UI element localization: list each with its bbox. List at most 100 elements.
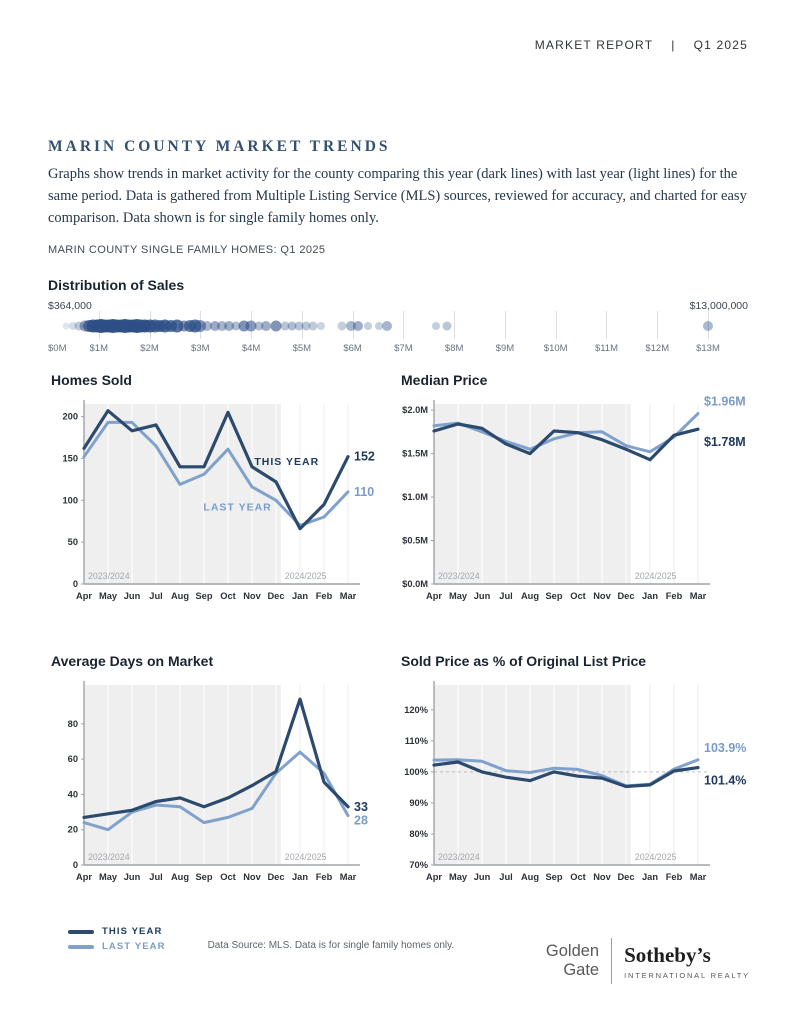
- chart-title: Median Price: [401, 372, 488, 388]
- svg-text:Jun: Jun: [474, 591, 491, 601]
- golden-gate-wordmark: Golden Gate: [546, 942, 599, 980]
- distribution-axis-label: $1M: [89, 343, 109, 354]
- svg-text:70%: 70%: [409, 860, 428, 870]
- svg-text:20: 20: [68, 825, 78, 835]
- sale-dot: [363, 322, 372, 330]
- legend-this-year: THIS YEAR: [68, 926, 166, 937]
- sale-dot: [317, 322, 326, 330]
- distribution-tick: [606, 311, 608, 339]
- svg-text:Dec: Dec: [617, 872, 634, 882]
- svg-text:2024/2025: 2024/2025: [285, 571, 327, 581]
- sale-dot: [238, 320, 250, 332]
- svg-text:200: 200: [62, 412, 78, 422]
- svg-text:Nov: Nov: [243, 872, 261, 882]
- distribution-tick: [454, 311, 456, 339]
- distribution-tick: [657, 311, 659, 339]
- homes-sold-plot: 0 50 100 150 200 Apr May Jun Jul Aug Sep Oct Nov Dec J…: [62, 400, 375, 601]
- legend-last-year-label: LAST YEAR: [102, 941, 166, 952]
- chart-days-on-market: Average Days on Market 0 20 40 60 80 Apr May Ju…: [48, 653, 398, 916]
- svg-text:101.4%: 101.4%: [704, 774, 746, 788]
- distribution-strip: [48, 311, 748, 339]
- sale-dot: [69, 322, 78, 330]
- svg-text:Oct: Oct: [220, 591, 236, 601]
- svg-text:Mar: Mar: [690, 591, 707, 601]
- svg-text:90%: 90%: [409, 798, 428, 808]
- sale-dot: [231, 321, 241, 331]
- distribution-axis-label: $2M: [140, 343, 159, 354]
- svg-text:Sep: Sep: [195, 872, 212, 882]
- svg-text:Jun: Jun: [124, 872, 141, 882]
- distribution-minmax-labels: $364,000 $13,000,000: [48, 300, 748, 313]
- svg-text:33: 33: [354, 800, 368, 814]
- svg-text:2023/2024: 2023/2024: [438, 852, 480, 862]
- sale-dot: [62, 322, 70, 330]
- svg-text:$1.78M: $1.78M: [704, 435, 746, 449]
- svg-text:100: 100: [62, 495, 78, 505]
- svg-text:Sep: Sep: [545, 872, 562, 882]
- header-divider: |: [671, 38, 676, 52]
- intro-paragraph: Graphs show trends in market activity fo…: [48, 166, 747, 226]
- svg-text:110: 110: [354, 485, 374, 499]
- logo-subtitle: INTERNATIONAL REALTY: [624, 970, 750, 980]
- svg-text:Dec: Dec: [267, 591, 284, 601]
- chart-title: Average Days on Market: [51, 653, 214, 669]
- svg-text:80%: 80%: [409, 829, 428, 839]
- svg-text:$1.0M: $1.0M: [402, 492, 428, 502]
- data-source-note: Data Source: MLS. Data is for single fam…: [207, 940, 455, 951]
- svg-text:150: 150: [62, 453, 78, 463]
- svg-text:Apr: Apr: [76, 591, 92, 601]
- distribution-title: Distribution of Sales: [48, 277, 185, 293]
- svg-text:Aug: Aug: [521, 872, 539, 882]
- sale-dot: [261, 321, 272, 331]
- svg-text:103.9%: 103.9%: [704, 741, 746, 755]
- distribution-tick: [504, 311, 506, 339]
- section-subhead: MARIN COUNTY SINGLE FAMILY HOMES: Q1 202…: [48, 244, 326, 256]
- distribution-tick: [708, 311, 709, 339]
- sale-dot: [308, 321, 318, 331]
- sale-dot: [216, 321, 227, 331]
- svg-text:May: May: [449, 872, 468, 882]
- svg-text:28: 28: [354, 814, 368, 828]
- days-on-market-plot: 0 20 40 60 80 Apr May Jun Jul Aug Sep Oct Nov Dec Jan F…: [68, 681, 368, 882]
- svg-text:May: May: [99, 872, 118, 882]
- svg-text:$1.5M: $1.5M: [402, 449, 428, 459]
- sale-dot: [245, 320, 257, 332]
- svg-text:2023/2024: 2023/2024: [88, 852, 130, 862]
- svg-text:2024/2025: 2024/2025: [635, 571, 677, 581]
- svg-text:Nov: Nov: [243, 591, 261, 601]
- distribution-axis-label: $13M: [696, 343, 720, 354]
- svg-text:2024/2025: 2024/2025: [285, 852, 327, 862]
- chart-sold-price-pct: Sold Price as % of Original List Price 7…: [398, 653, 748, 916]
- svg-text:$0.5M: $0.5M: [402, 536, 428, 546]
- svg-text:Oct: Oct: [220, 872, 236, 882]
- svg-text:Jul: Jul: [149, 872, 162, 882]
- distribution-axis-label: $7M: [394, 343, 413, 354]
- distribution-axis-label: $11M: [594, 343, 618, 354]
- quarter-label: Q1 2025: [693, 38, 748, 52]
- sale-dot: [301, 321, 311, 331]
- legend-last-year: LAST YEAR: [68, 941, 166, 952]
- sale-dot: [280, 321, 290, 331]
- svg-text:152: 152: [354, 450, 375, 464]
- svg-text:Sep: Sep: [195, 591, 212, 601]
- distribution-axis-label: $10M: [543, 343, 568, 354]
- distribution-axis-label: $6M: [343, 343, 362, 354]
- logo-brand-line2: Gate: [563, 961, 600, 979]
- svg-text:Jun: Jun: [124, 591, 141, 601]
- sale-dot: [294, 321, 304, 331]
- sale-dot: [375, 322, 384, 330]
- brand-logo: Golden Gate Sotheby’s INTERNATIONAL REAL…: [546, 938, 750, 984]
- svg-text:Jul: Jul: [499, 872, 512, 882]
- sale-dot: [442, 321, 452, 331]
- sale-dot: [352, 321, 363, 331]
- svg-text:Apr: Apr: [76, 872, 92, 882]
- sold-price-pct-plot: 70% 80% 90% 100% 110% 120% Apr May Jun Jul Aug Sep O…: [404, 681, 746, 882]
- svg-text:80: 80: [68, 719, 78, 729]
- svg-text:Aug: Aug: [171, 591, 189, 601]
- sale-dot: [432, 322, 441, 330]
- sale-dot: [194, 320, 207, 332]
- svg-text:Jan: Jan: [292, 591, 308, 601]
- svg-text:60: 60: [68, 754, 78, 764]
- svg-text:2023/2024: 2023/2024: [88, 571, 130, 581]
- report-label: MARKET REPORT: [534, 38, 654, 52]
